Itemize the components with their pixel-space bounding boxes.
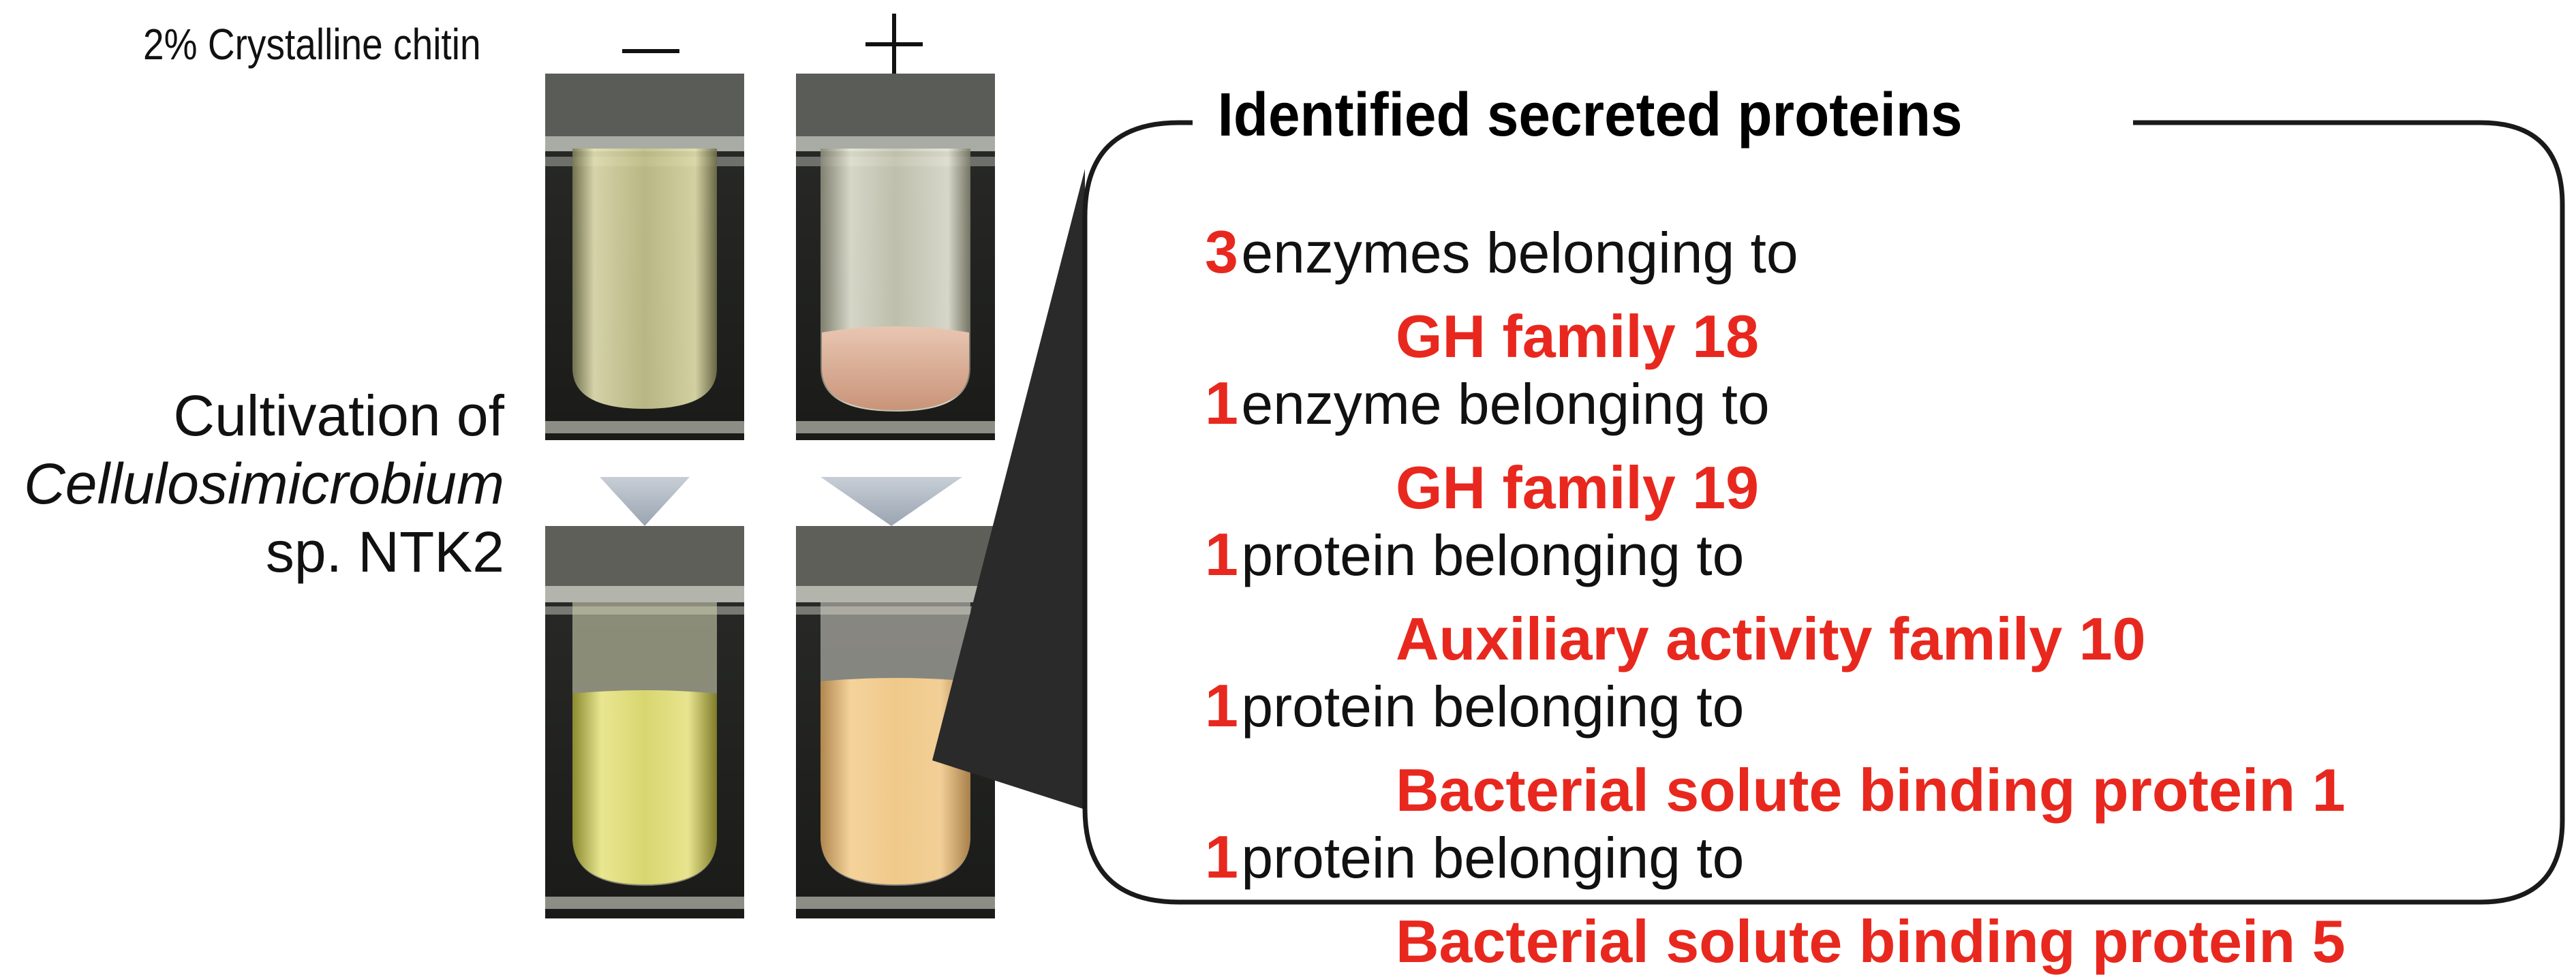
item-family: Auxiliary activity family 10: [1396, 605, 2146, 672]
item-family: Bacterial solute binding protein 5: [1396, 908, 2346, 975]
photo-minus-after: [545, 526, 744, 918]
arrow-down-minus: [600, 477, 690, 526]
item-text: enzymes belonging to: [1241, 221, 1798, 285]
photo-plus-before: [796, 74, 995, 440]
protein-list: 3 enzymes belonging to GH family 18 1 en…: [1205, 218, 2346, 974]
photo-minus-before: [545, 74, 744, 440]
list-item: 1 protein belonging to Bacterial solute …: [1205, 823, 2346, 974]
cultivation-label: Cultivation of Cellulosimicrobium sp. NT…: [24, 382, 504, 586]
item-text: protein belonging to: [1241, 826, 1745, 890]
list-item: 1 protein belonging to Bacterial solute …: [1205, 672, 2346, 823]
item-text: enzyme belonging to: [1241, 372, 1770, 436]
list-item: 3 enzymes belonging to GH family 18: [1205, 218, 2346, 369]
plus-condition-sign: [860, 7, 928, 82]
item-count: 1: [1205, 521, 1238, 588]
list-item: 1 protein belonging to Auxiliary activit…: [1205, 521, 2346, 672]
minus-condition-sign: [617, 14, 685, 89]
organism-strain: sp. NTK2: [265, 520, 504, 584]
item-text: protein belonging to: [1241, 675, 1745, 739]
list-item: 1 enzyme belonging to GH family 19: [1205, 369, 2346, 521]
item-count: 1: [1205, 369, 1238, 437]
chitin-condition-label: 2% Crystalline chitin: [143, 20, 481, 69]
item-count: 1: [1205, 672, 1238, 739]
panel-title: Identified secreted proteins: [1205, 80, 1976, 151]
cultivation-line-1: Cultivation of: [173, 384, 504, 448]
item-count: 3: [1205, 218, 1238, 285]
item-family: GH family 19: [1396, 454, 1760, 521]
item-text: protein belonging to: [1241, 523, 1745, 587]
item-family: GH family 18: [1396, 303, 1760, 370]
item-family: Bacterial solute binding protein 1: [1396, 756, 2346, 824]
panel-border: [1082, 120, 2565, 905]
arrow-down-plus: [821, 477, 962, 526]
item-count: 1: [1205, 823, 1238, 891]
callout-wedge: [932, 169, 1085, 809]
organism-genus: Cellulosimicrobium: [24, 452, 504, 516]
